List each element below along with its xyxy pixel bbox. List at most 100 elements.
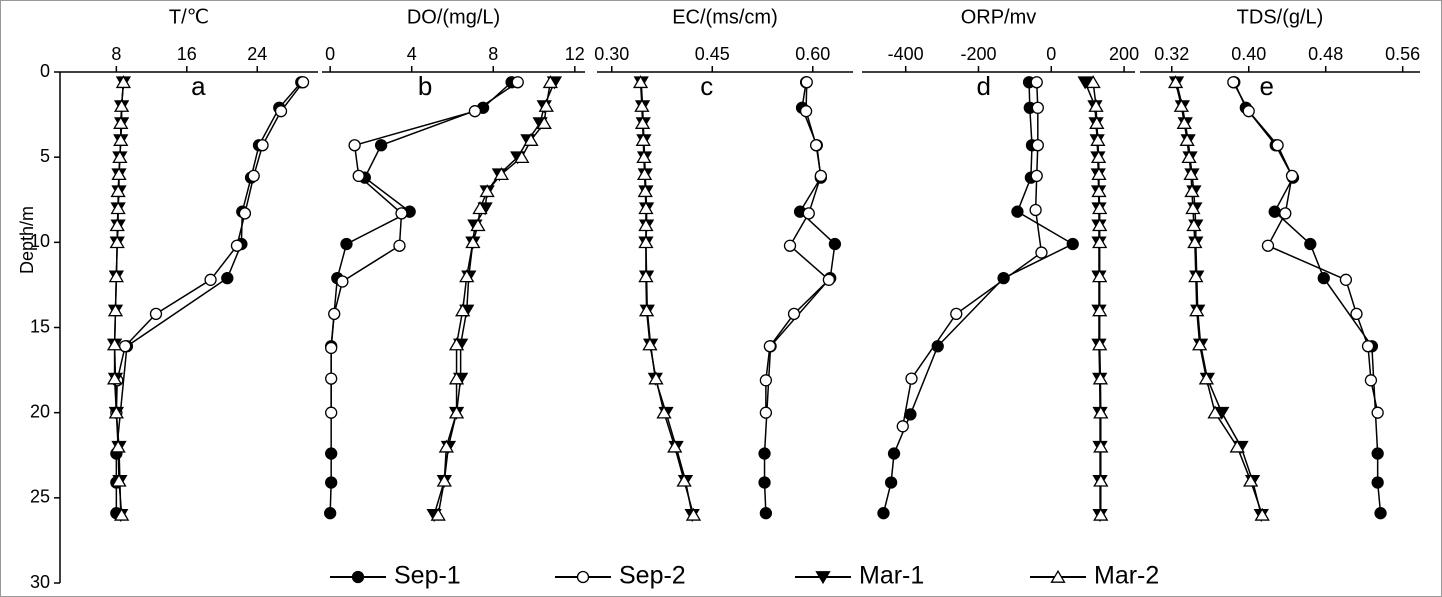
marker	[448, 337, 465, 351]
axis-title: DO/(mg/L)	[407, 6, 500, 28]
marker	[514, 150, 530, 164]
marker	[1173, 98, 1190, 112]
marker	[1207, 405, 1223, 419]
marker	[109, 218, 125, 232]
y-tick-label: 25	[30, 487, 50, 507]
legend-label: Sep-1	[394, 562, 461, 590]
legend-marker	[815, 571, 831, 585]
marker	[1371, 406, 1384, 419]
marker	[107, 303, 124, 317]
y-tick-label: 5	[40, 146, 50, 166]
marker	[1093, 405, 1109, 419]
marker	[1374, 507, 1387, 520]
marker	[759, 374, 773, 387]
marker	[204, 273, 217, 286]
marker	[328, 307, 341, 321]
marker	[822, 273, 836, 286]
marker	[638, 218, 654, 232]
panel-letter: c	[700, 71, 713, 101]
marker	[634, 98, 650, 112]
marker	[340, 237, 353, 251]
marker	[1189, 303, 1205, 317]
marker	[656, 405, 672, 419]
marker	[256, 139, 269, 152]
axis-title: TDS/(g/L)	[1237, 6, 1324, 28]
marker	[111, 473, 127, 487]
marker	[1271, 139, 1284, 152]
marker	[887, 447, 901, 460]
y-tick-label: 10	[30, 231, 50, 251]
marker	[1092, 337, 1108, 351]
marker	[814, 169, 827, 183]
marker	[393, 239, 406, 252]
marker	[1085, 75, 1101, 89]
marker	[108, 269, 124, 283]
marker	[1229, 439, 1245, 453]
x-tick-label: 0	[325, 44, 335, 64]
marker	[1261, 239, 1275, 252]
marker	[511, 76, 524, 89]
y-axis-title: Depth/m	[17, 206, 37, 274]
marker	[685, 507, 702, 521]
marker	[884, 476, 898, 489]
x-tick-label: 24	[247, 44, 267, 64]
y-tick-label: 15	[30, 316, 50, 336]
marker	[455, 303, 471, 317]
marker	[1279, 207, 1292, 220]
marker	[1285, 169, 1299, 183]
marker	[1304, 237, 1317, 251]
marker	[642, 337, 658, 351]
marker	[465, 235, 481, 249]
marker	[1268, 205, 1281, 218]
marker	[1030, 169, 1043, 183]
marker	[113, 115, 129, 129]
marker	[1089, 115, 1105, 129]
marker	[325, 476, 338, 489]
x-tick-label: 0.40	[1231, 44, 1266, 64]
marker	[1093, 439, 1109, 453]
legend-label: Mar-1	[859, 562, 924, 590]
marker	[325, 406, 338, 419]
marker	[1364, 374, 1378, 387]
marker	[536, 115, 552, 129]
marker	[1092, 269, 1108, 283]
x-tick-label: 0.30	[594, 44, 629, 64]
marker	[106, 371, 123, 385]
marker	[395, 207, 408, 220]
marker	[113, 133, 129, 146]
panel-letter: e	[1260, 71, 1274, 101]
marker	[638, 303, 655, 317]
marker	[1254, 507, 1270, 521]
marker	[1243, 473, 1259, 487]
x-tick-label: -200	[960, 44, 996, 64]
marker	[1066, 237, 1079, 251]
x-tick-label: 0	[1046, 44, 1056, 64]
marker	[430, 507, 446, 521]
marker	[800, 76, 813, 89]
marker	[877, 507, 890, 520]
x-tick-label: 16	[177, 44, 197, 64]
marker	[348, 139, 361, 152]
marker	[636, 150, 652, 164]
marker	[538, 98, 554, 112]
marker	[787, 307, 801, 321]
marker	[110, 184, 126, 198]
marker	[1167, 75, 1184, 89]
marker	[1092, 218, 1108, 232]
legend-label: Mar-2	[1094, 562, 1159, 590]
marker	[336, 275, 349, 288]
marker	[997, 271, 1010, 285]
marker	[436, 473, 452, 487]
marker	[1091, 184, 1107, 198]
marker	[758, 476, 771, 489]
marker	[1188, 269, 1204, 283]
legend-label: Sep-2	[619, 562, 686, 590]
marker	[325, 372, 338, 385]
marker	[904, 408, 917, 421]
marker	[799, 105, 813, 118]
marker	[493, 167, 510, 181]
marker	[324, 507, 337, 520]
marker	[1093, 507, 1109, 521]
